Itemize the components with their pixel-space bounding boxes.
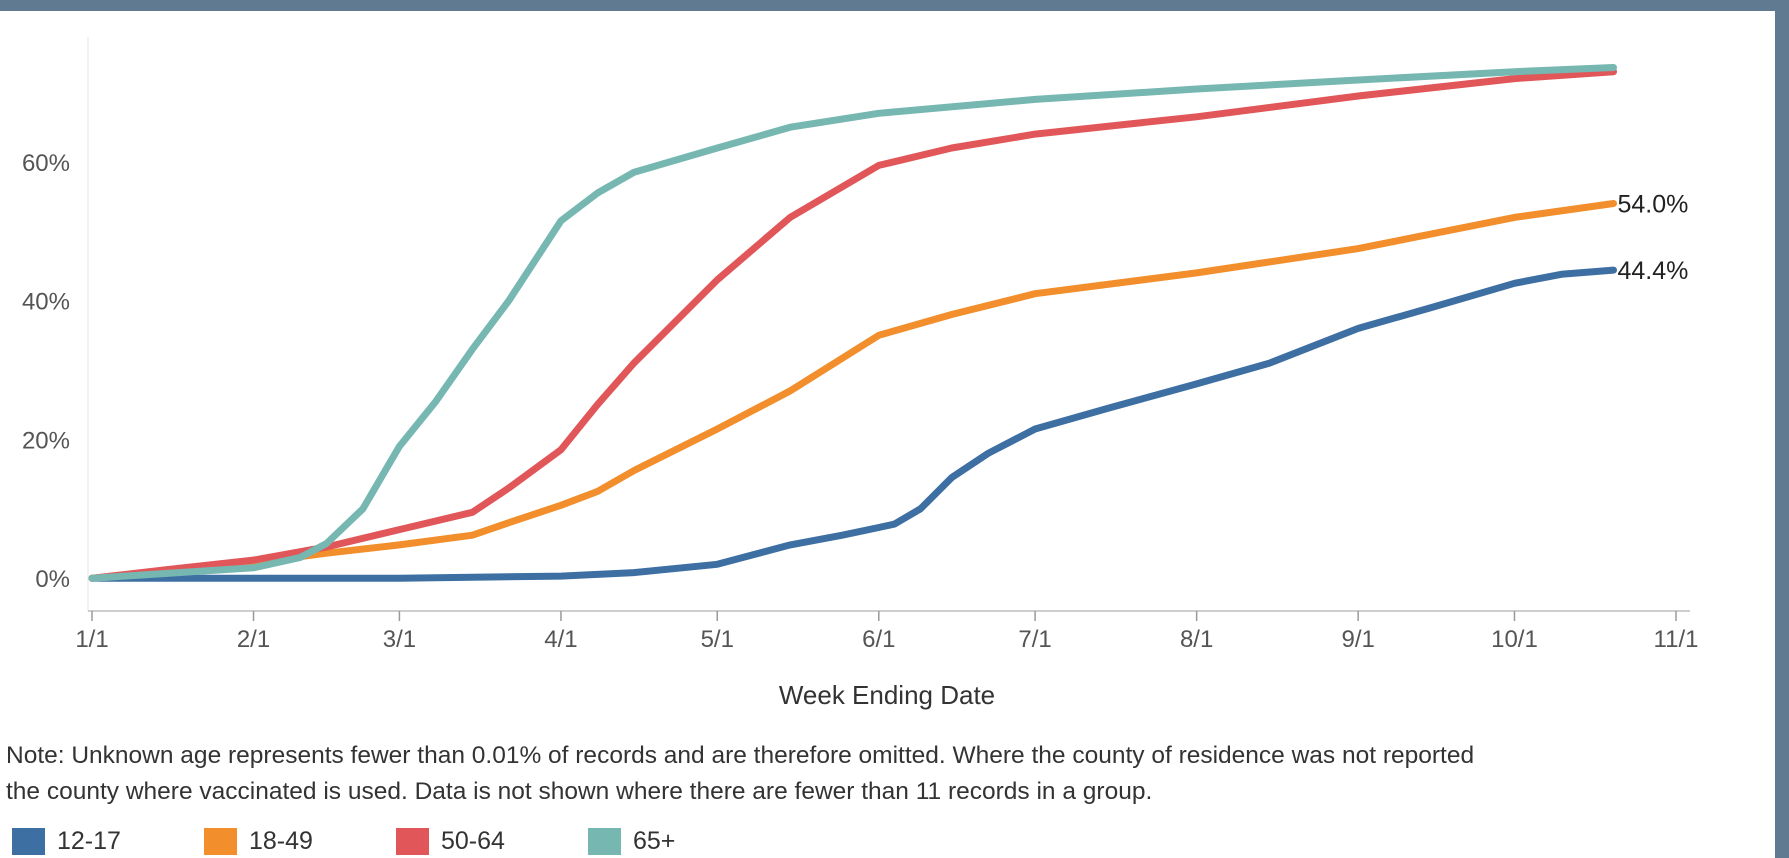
chart-note: Note: Unknown age represents fewer than … xyxy=(6,738,1771,810)
plot-area: 1/1 2/1 3/1 4/1 5/1 6/1 7/1 8/1 9/1 10/1 11/1 0% 20%… xyxy=(22,37,1699,710)
legend-label-50-64: 50-64 xyxy=(441,826,505,855)
y-tick-label-60: 60% xyxy=(22,150,70,177)
x-tick-label-4-1: 4/1 xyxy=(544,626,577,653)
legend-swatch-12-17 xyxy=(12,827,45,855)
end-label-18-49: 54.0% xyxy=(1617,191,1688,219)
y-tick-label-0: 0% xyxy=(35,566,70,593)
x-axis-title: Week Ending Date xyxy=(779,680,995,710)
x-tick-label-8-1: 8/1 xyxy=(1180,626,1213,653)
x-tick-label-9-1: 9/1 xyxy=(1341,626,1374,653)
series-line-18-49 xyxy=(88,200,1617,582)
x-tick-label-2-1: 2/1 xyxy=(237,626,270,653)
chart-panel: 1/1 2/1 3/1 4/1 5/1 6/1 7/1 8/1 9/1 10/1 11/1 0% 20%… xyxy=(0,11,1775,858)
legend-item-50-64[interactable]: 50-64 xyxy=(396,827,588,856)
legend-label-12-17: 12-17 xyxy=(57,826,121,855)
legend-item-12-17[interactable]: 12-17 xyxy=(12,827,204,856)
series-line-50-64 xyxy=(88,68,1617,582)
legend-swatch-18-49 xyxy=(204,827,237,855)
x-tick-label-5-1: 5/1 xyxy=(701,626,734,653)
legend: 12-17 18-49 50-64 65+ xyxy=(12,824,780,858)
legend-label-65-plus: 65+ xyxy=(633,826,676,855)
x-tick-label-7-1: 7/1 xyxy=(1018,626,1051,653)
x-tick-label-11-1: 11/1 xyxy=(1654,626,1699,653)
x-tick-label-6-1: 6/1 xyxy=(862,626,895,653)
note-line-2: the county where vaccinated is used. Dat… xyxy=(6,778,1153,805)
y-tick-label-20: 20% xyxy=(22,427,70,454)
legend-label-18-49: 18-49 xyxy=(249,826,313,855)
x-tick-label-3-1: 3/1 xyxy=(383,626,416,653)
end-label-12-17: 44.4% xyxy=(1617,257,1688,285)
x-tick-label-10-1: 10/1 xyxy=(1491,626,1538,653)
note-line-1: Note: Unknown age represents fewer than … xyxy=(6,742,1475,769)
legend-item-65-plus[interactable]: 65+ xyxy=(588,827,780,856)
series-line-12-17 xyxy=(88,266,1617,582)
series-line-65-plus xyxy=(88,64,1617,582)
legend-swatch-65-plus xyxy=(588,827,621,855)
legend-swatch-50-64 xyxy=(396,827,429,855)
legend-item-18-49[interactable]: 18-49 xyxy=(204,827,396,856)
line-chart: 1/1 2/1 3/1 4/1 5/1 6/1 7/1 8/1 9/1 10/1 11/1 0% 20%… xyxy=(22,37,1699,710)
y-tick-label-40: 40% xyxy=(22,289,70,316)
x-tick-label-1-1: 1/1 xyxy=(75,626,108,653)
